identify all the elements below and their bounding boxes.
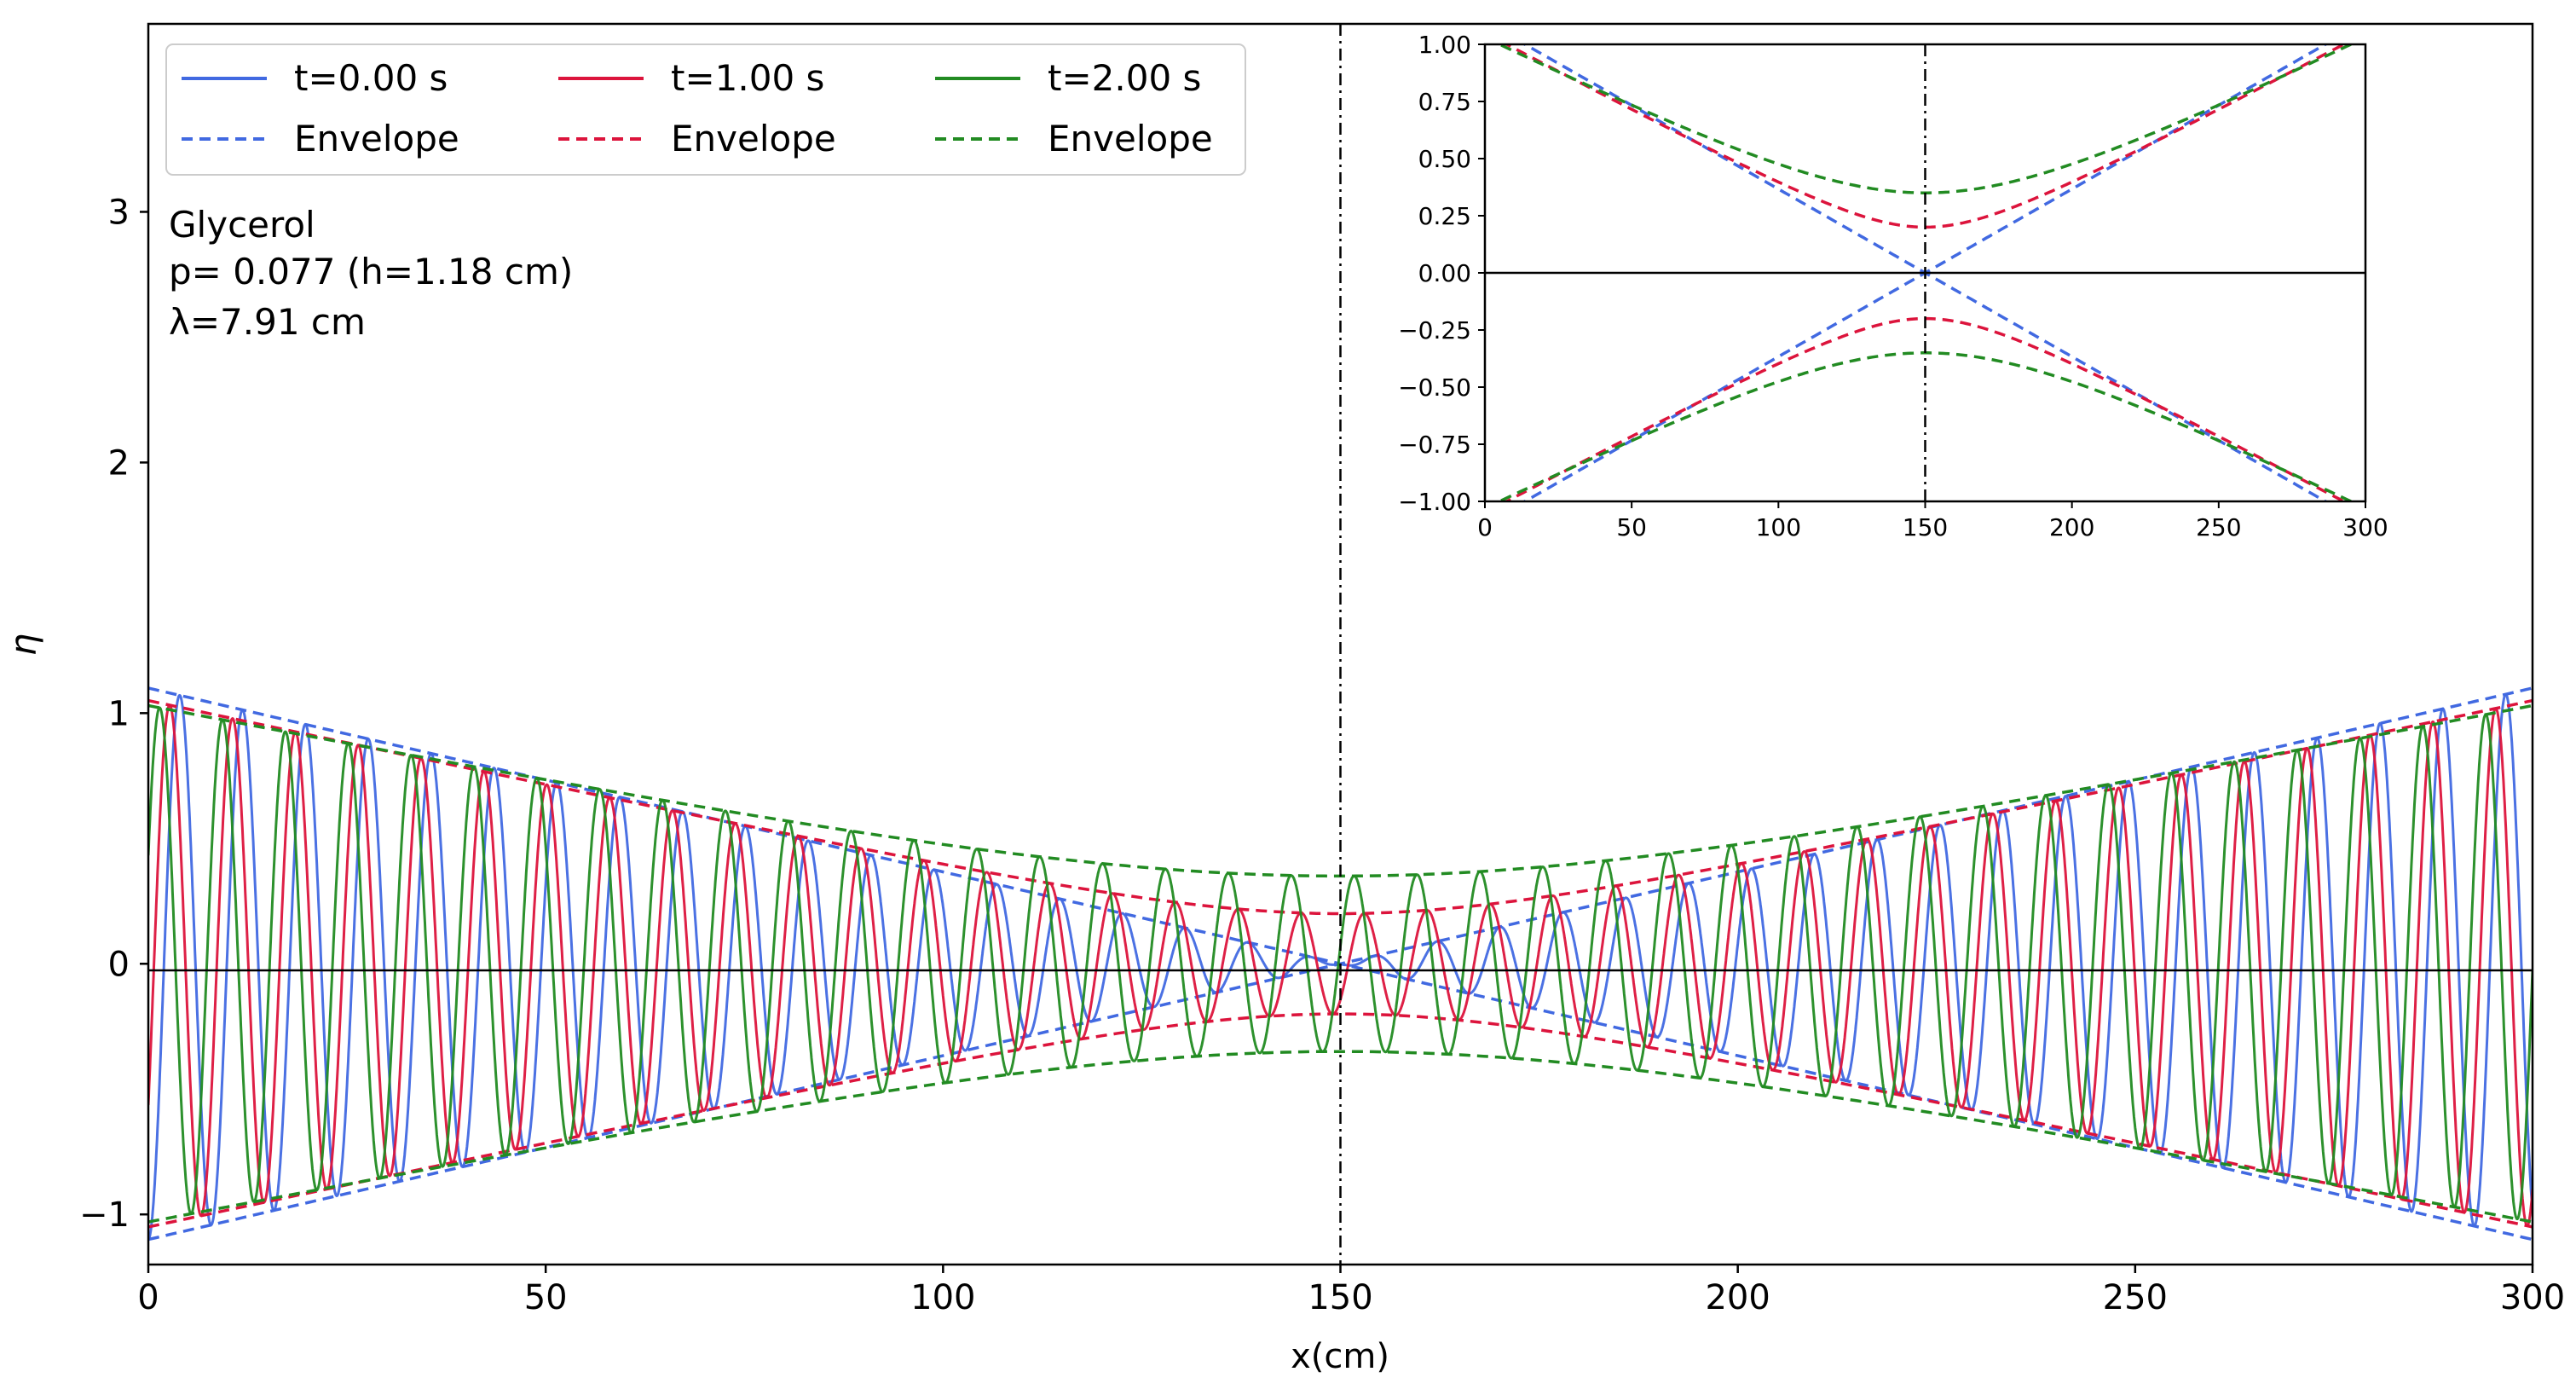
inset-y-tick-label: 0.25 — [1418, 202, 1471, 230]
legend-entry-t0: t=0.00 s — [182, 57, 448, 99]
annotation-fluid: Glycerol — [169, 204, 315, 246]
inset-y-tick-label: 0.75 — [1418, 88, 1471, 116]
x-tick-label: 150 — [1308, 1278, 1372, 1317]
inset-y-tick-label: 0.50 — [1418, 145, 1471, 173]
legend-label-env-t0: Envelope — [294, 118, 459, 159]
y-tick-label: 1 — [108, 694, 130, 733]
legend-label-env-t2: Envelope — [1048, 118, 1213, 159]
x-tick-label: 100 — [910, 1278, 975, 1317]
legend-entry-env-t1: Envelope — [558, 118, 836, 159]
legend: t=0.00 s Envelope t=1.00 s Envelope t=2.… — [165, 43, 1246, 176]
annotation: Glycerol p= 0.077 (h=1.18 cm) λ=7.91 cm — [169, 204, 573, 343]
y-axis-label: η — [3, 634, 44, 657]
inset-x-tick-label: 300 — [2342, 513, 2388, 541]
inset-y-tick-label: −1.00 — [1398, 488, 1471, 516]
inset-x-tick-label: 200 — [2049, 513, 2094, 541]
legend-label-t0: t=0.00 s — [294, 57, 448, 99]
legend-entry-t2: t=2.00 s — [935, 57, 1201, 99]
x-tick-label: 200 — [1705, 1278, 1770, 1317]
x-tick-label: 50 — [524, 1278, 568, 1317]
inset-x-tick-label: 100 — [1756, 513, 1801, 541]
envelope-lower-t2 — [148, 1050, 2533, 1224]
inset-x-tick-label: 0 — [1477, 513, 1493, 541]
inset-x-tick-label: 50 — [1616, 513, 1647, 541]
legend-entry-env-t2: Envelope — [935, 118, 1213, 159]
main-ticks: 0 50 100 150 200 250 300 −1 0 1 2 3 — [79, 193, 2565, 1317]
inset-y-tick-label: −0.75 — [1398, 431, 1471, 459]
legend-label-env-t1: Envelope — [671, 118, 836, 159]
inset-y-tick-label: 1.00 — [1418, 31, 1471, 59]
x-tick-label: 300 — [2500, 1278, 2565, 1317]
x-tick-label: 250 — [2103, 1278, 2168, 1317]
legend-entry-t1: t=1.00 s — [558, 57, 824, 99]
inset-y-tick-label: 0.00 — [1418, 259, 1471, 287]
legend-label-t1: t=1.00 s — [671, 57, 824, 99]
x-axis-label: x(cm) — [1291, 1337, 1389, 1376]
y-tick-label: 2 — [108, 443, 130, 483]
inset-axes: 0 50 100 150 200 250 300 −1.00 −0.75 −0.50 −0.25 0.… — [1398, 31, 2388, 541]
y-tick-label: 0 — [108, 945, 130, 984]
inset-y-tick-label: −0.50 — [1398, 373, 1471, 402]
inset-x-tick-label: 150 — [1903, 513, 1948, 541]
inset-ticks: 0 50 100 150 200 250 300 −1.00 −0.75 −0.50 −0.25 0.… — [1398, 31, 2388, 541]
annotation-depth: p= 0.077 (h=1.18 cm) — [169, 251, 573, 292]
inset-x-tick-label: 250 — [2196, 513, 2241, 541]
legend-label-t2: t=2.00 s — [1048, 57, 1201, 99]
x-tick-label: 0 — [137, 1278, 159, 1317]
inset-y-tick-label: −0.25 — [1398, 316, 1471, 344]
annotation-wavelength: λ=7.91 cm — [169, 301, 366, 343]
y-tick-label: 3 — [108, 193, 130, 232]
legend-entry-env-t0: Envelope — [182, 118, 459, 159]
y-tick-label: −1 — [79, 1195, 130, 1235]
